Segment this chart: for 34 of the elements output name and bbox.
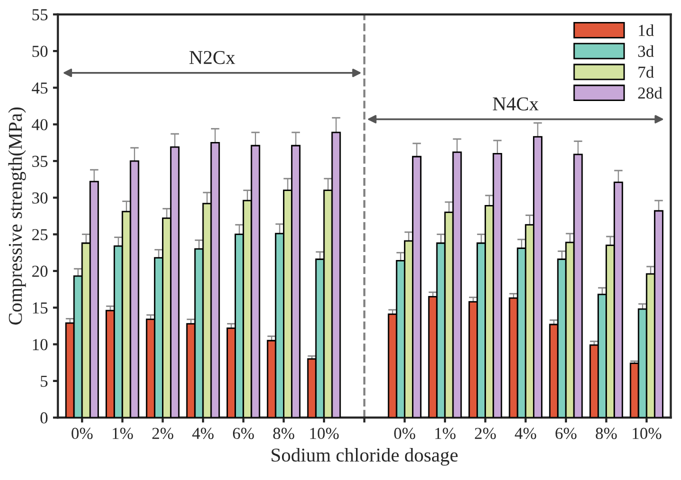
x-axis-title: Sodium chloride dosage <box>272 448 458 466</box>
y-tick-label: 55 <box>32 9 48 20</box>
x-tick-label: 8% <box>273 428 294 440</box>
y-tick-label: 10 <box>32 338 48 350</box>
x-tick-label: 0% <box>394 428 416 440</box>
x-tick-label: 1% <box>435 428 456 440</box>
x-tick-label: 8% <box>596 428 617 440</box>
annotation: N4Cx <box>492 97 539 110</box>
y-tick-label: 5 <box>40 376 48 387</box>
y-tick-label: 35 <box>32 156 48 167</box>
x-tick-label: 0% <box>72 428 93 440</box>
y-axis-title: Compressive strength(MPa) <box>8 107 26 325</box>
y-tick-label: 15 <box>32 302 48 314</box>
x-tick-label: 6% <box>556 428 576 440</box>
y-tick-label: 50 <box>32 46 48 57</box>
x-tick-label: 10% <box>632 428 662 440</box>
y-tick-label: 30 <box>32 192 48 204</box>
annotation: N2Cx <box>189 51 236 64</box>
x-tick-label: 2% <box>474 428 496 440</box>
y-tick-label: 20 <box>32 266 48 277</box>
x-tick-label: 1% <box>112 428 133 440</box>
x-tick-label: 6% <box>232 428 254 440</box>
legend-label: 3d <box>638 45 654 57</box>
x-tick-label: 4% <box>192 428 214 440</box>
y-tick-label: 25 <box>32 229 48 240</box>
legend-label: 1d <box>638 24 654 36</box>
legend-label: 7d <box>638 66 654 78</box>
x-tick-label: 2% <box>152 428 174 440</box>
legend-label: 28d <box>638 86 662 99</box>
y-tick-label: 40 <box>32 119 48 130</box>
y-tick-label: 45 <box>32 82 48 94</box>
y-tick-label: 0 <box>40 412 48 424</box>
x-tick-label: 4% <box>514 428 536 440</box>
x-tick-label: 10% <box>310 428 339 440</box>
